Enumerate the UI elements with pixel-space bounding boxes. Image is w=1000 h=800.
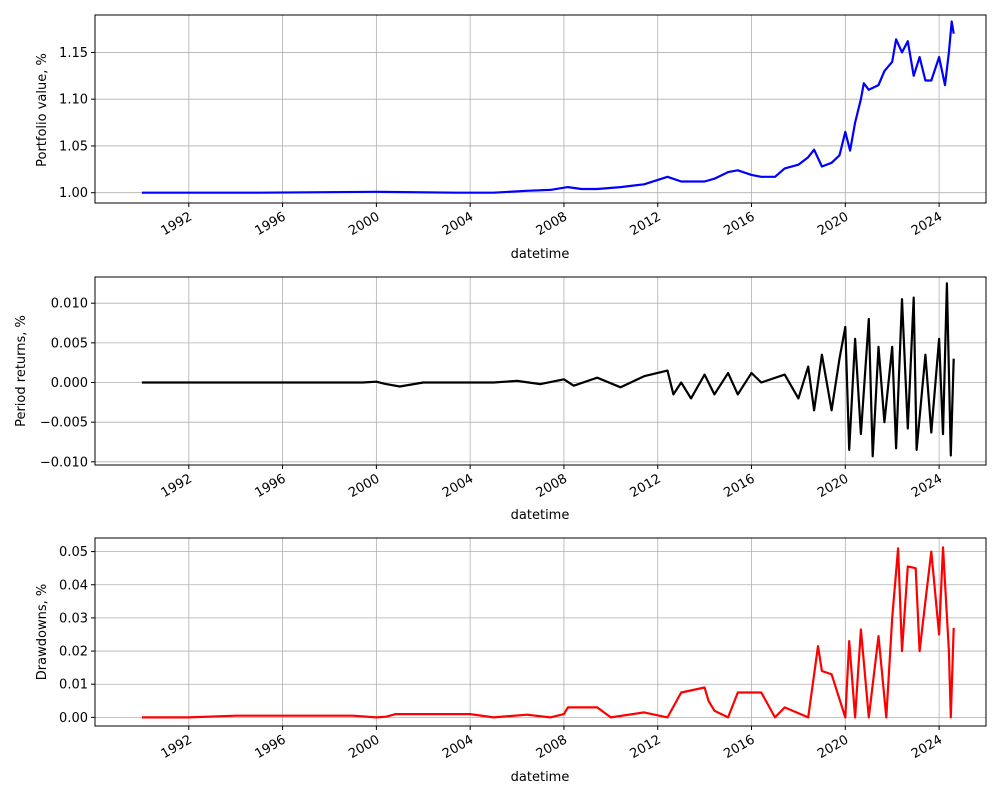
y-tick-label-drawdowns-5: 0.00 bbox=[59, 711, 88, 726]
y-tick-label-returns-1: 0.005 bbox=[51, 336, 88, 351]
y-tick-label-drawdowns-0: 0.05 bbox=[59, 545, 88, 560]
series-line-portfolio bbox=[141, 20, 955, 194]
axes-frame-returns bbox=[94, 276, 987, 466]
y-tick-label-returns-4: −0.010 bbox=[40, 455, 88, 470]
x-axis-label-returns: datetime bbox=[511, 508, 570, 523]
y-axis-label-drawdowns: Drawdowns, % bbox=[35, 584, 50, 680]
y-tick-label-drawdowns-4: 0.01 bbox=[59, 678, 88, 693]
y-tick-label-drawdowns-2: 0.03 bbox=[59, 611, 88, 626]
series-line-drawdowns bbox=[141, 546, 955, 719]
series-line-returns bbox=[141, 282, 955, 458]
axes-frame-drawdowns bbox=[94, 537, 987, 727]
y-tick-label-returns-2: 0.000 bbox=[51, 376, 88, 391]
x-axis-label-portfolio: datetime bbox=[511, 247, 570, 262]
y-tick-label-drawdowns-3: 0.02 bbox=[59, 645, 88, 660]
y-tick-label-portfolio-1: 1.05 bbox=[59, 139, 88, 154]
y-axis-label-returns: Period returns, % bbox=[14, 315, 29, 427]
y-tick-label-portfolio-2: 1.10 bbox=[59, 93, 88, 108]
x-axis-label-drawdowns: datetime bbox=[511, 770, 570, 785]
y-tick-label-portfolio-3: 1.15 bbox=[59, 46, 88, 61]
y-tick-label-portfolio-0: 1.00 bbox=[59, 186, 88, 201]
y-tick-label-returns-0: 0.010 bbox=[51, 297, 88, 312]
y-axis-label-portfolio: Portfolio value, % bbox=[35, 53, 50, 167]
y-tick-label-returns-3: −0.005 bbox=[40, 416, 88, 431]
y-tick-label-drawdowns-1: 0.04 bbox=[59, 578, 88, 593]
axes-frame-portfolio bbox=[94, 14, 987, 204]
